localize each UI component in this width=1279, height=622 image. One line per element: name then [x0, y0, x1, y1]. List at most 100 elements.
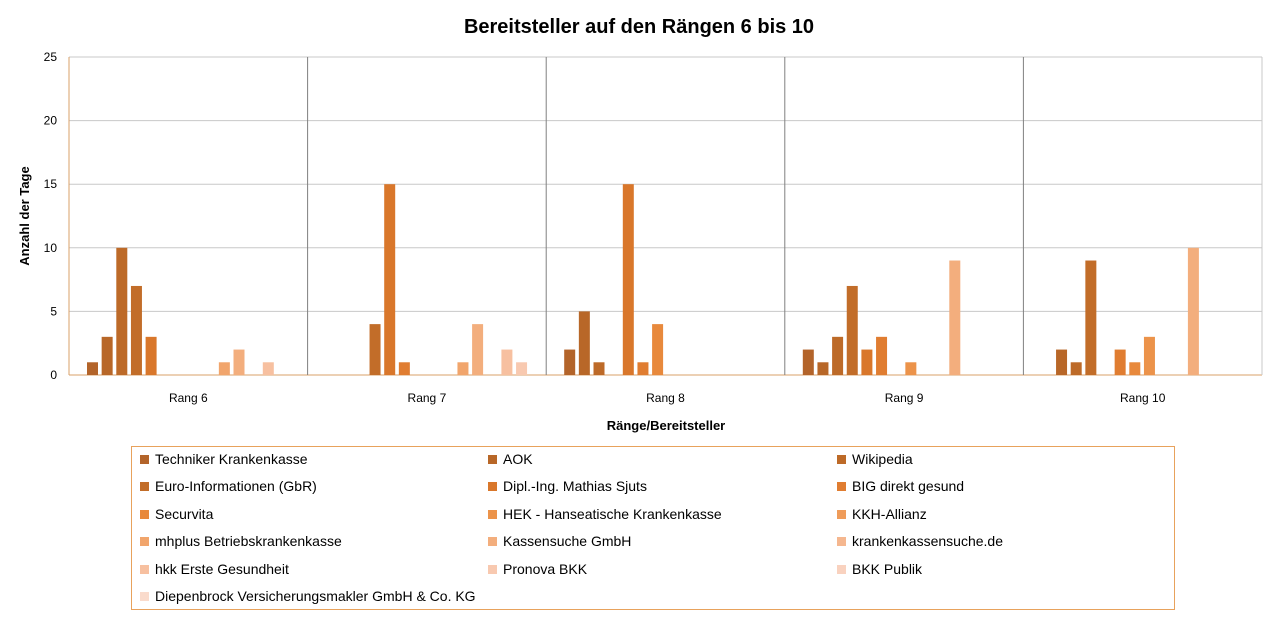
- legend-swatch: [837, 481, 846, 491]
- bar: [1056, 349, 1068, 375]
- bar: [905, 362, 917, 375]
- legend-swatch: [837, 536, 846, 546]
- legend-item: Techniker Krankenkasse: [140, 451, 308, 467]
- legend-swatch: [837, 564, 846, 574]
- legend: Techniker Krankenkasse AOK Wikipedia Euro-I…: [131, 446, 1175, 610]
- legend-swatch: [488, 564, 497, 574]
- x-tick-label: Rang 9: [885, 391, 924, 405]
- legend-label: hkk Erste Gesundheit: [155, 561, 289, 577]
- bar: [637, 362, 649, 375]
- bar: [622, 184, 634, 375]
- legend-item: krankenkassensuche.de: [837, 533, 1003, 549]
- y-axis-title: Anzahl der Tage: [17, 166, 32, 265]
- legend-swatch: [837, 454, 846, 464]
- bar: [384, 184, 396, 375]
- chart-title: Bereitsteller auf den Rängen 6 bis 10: [464, 16, 814, 38]
- x-axis-ticks: Rang 6 Rang 7 Rang 8 Rang 9 Rang 10: [169, 391, 1166, 405]
- gridlines: [68, 56, 1263, 376]
- legend-swatch: [488, 536, 497, 546]
- bar: [457, 362, 469, 375]
- legend-label: Pronova BKK: [503, 561, 588, 577]
- legend-swatch: [488, 454, 497, 464]
- legend-label: Securvita: [155, 506, 214, 522]
- legend-swatch: [140, 564, 149, 574]
- legend-label: Techniker Krankenkasse: [155, 451, 308, 467]
- legend-item: Kassensuche GmbH: [488, 533, 631, 549]
- legend-item: Wikipedia: [837, 451, 913, 467]
- y-tick-label: 0: [50, 368, 57, 382]
- legend-swatch: [140, 454, 149, 464]
- legend-label: AOK: [503, 451, 533, 467]
- bar: [369, 324, 381, 375]
- bar: [1114, 349, 1126, 375]
- bar: [233, 349, 245, 375]
- bar: [593, 362, 605, 375]
- bar: [846, 285, 858, 375]
- bar: [398, 362, 410, 375]
- legend-swatch: [488, 481, 497, 491]
- y-tick-label: 10: [44, 241, 58, 255]
- bar: [145, 336, 157, 375]
- legend-item: BKK Publik: [837, 561, 922, 577]
- x-tick-label: Rang 8: [646, 391, 685, 405]
- legend-swatch: [140, 536, 149, 546]
- legend-item: AOK: [488, 451, 533, 467]
- x-axis-title: Ränge/Bereitsteller: [607, 418, 726, 433]
- legend-swatch: [837, 509, 846, 519]
- bar: [1187, 247, 1199, 375]
- legend-label: Kassensuche GmbH: [503, 533, 632, 549]
- x-tick-label: Rang 7: [408, 391, 447, 405]
- legend-label: Wikipedia: [852, 451, 913, 467]
- legend-label: BIG direkt gesund: [852, 478, 965, 494]
- bar: [116, 247, 128, 375]
- legend-swatch: [140, 481, 149, 491]
- legend-label: Dipl.-Ing. Mathias Sjuts: [503, 478, 647, 494]
- bar: [1129, 362, 1141, 375]
- x-tick-label: Rang 6: [169, 391, 208, 405]
- y-tick-label: 15: [44, 177, 58, 191]
- bar: [1143, 336, 1155, 375]
- legend-label: KKH-Allianz: [852, 506, 927, 522]
- bar: [861, 349, 873, 375]
- bar: [578, 311, 590, 375]
- y-tick-label: 5: [50, 304, 57, 318]
- legend-label: krankenkassensuche.de: [852, 533, 1003, 549]
- bar: [87, 362, 98, 375]
- legend-item: HEK - Hanseatische Krankenkasse: [488, 506, 722, 522]
- legend-swatch: [140, 509, 149, 519]
- legend-item: Diepenbrock Versicherungsmakler GmbH & C…: [140, 588, 476, 604]
- legend-item: mhplus Betriebskrankenkasse: [140, 533, 342, 549]
- y-tick-label: 25: [44, 50, 58, 64]
- bar: [564, 349, 576, 375]
- legend-label: BKK Publik: [852, 561, 923, 577]
- x-tick-label: Rang 10: [1120, 391, 1166, 405]
- legend-label: Euro-Informationen (GbR): [155, 478, 317, 494]
- bar: [101, 336, 113, 375]
- bar: [516, 362, 528, 375]
- bar: [218, 362, 230, 375]
- bar: [876, 336, 888, 375]
- bar: [262, 362, 274, 375]
- bar: [802, 349, 814, 375]
- bar: [832, 336, 844, 375]
- legend-swatch: [140, 591, 149, 601]
- bar: [652, 324, 664, 375]
- bar: [1085, 260, 1097, 375]
- legend-item: Dipl.-Ing. Mathias Sjuts: [488, 478, 647, 494]
- legend-item: Pronova BKK: [488, 561, 587, 577]
- legend-label: HEK - Hanseatische Krankenkasse: [503, 506, 722, 522]
- legend-label: Diepenbrock Versicherungsmakler GmbH & C…: [155, 588, 476, 604]
- bar-chart: Bereitsteller auf den Rängen 6 bis 10 0 5…: [17, 16, 1263, 433]
- bar: [501, 349, 513, 375]
- bar: [472, 324, 484, 375]
- y-tick-label: 20: [44, 114, 58, 128]
- bar: [1070, 362, 1082, 375]
- legend-swatch: [488, 509, 497, 519]
- bars: [87, 184, 1199, 375]
- bar: [130, 285, 142, 375]
- legend-item: Euro-Informationen (GbR): [140, 478, 317, 494]
- legend-item: Securvita: [140, 506, 213, 522]
- legend-item: KKH-Allianz: [837, 506, 927, 522]
- y-axis-ticks: 0 5 10 15 20 25: [44, 50, 58, 382]
- legend-label: mhplus Betriebskrankenkasse: [155, 533, 342, 549]
